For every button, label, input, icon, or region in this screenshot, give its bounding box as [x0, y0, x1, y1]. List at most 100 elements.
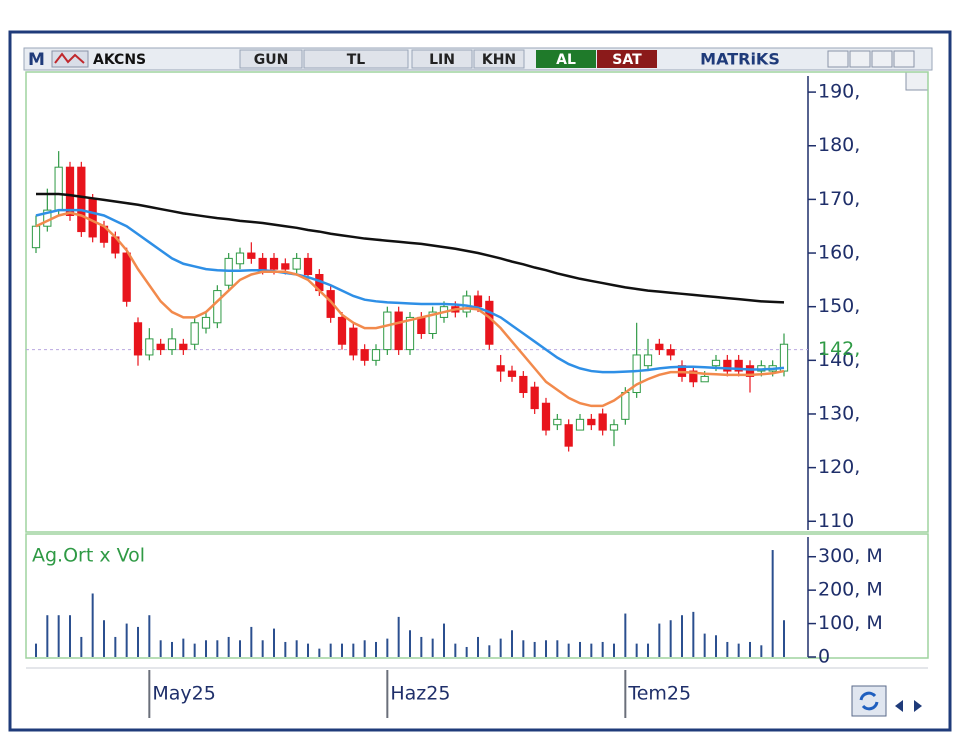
window-button[interactable]: [849, 50, 871, 68]
candle-body: [519, 375, 528, 394]
volume-bar: [318, 648, 321, 657]
window-button[interactable]: [905, 71, 929, 91]
volume-bar: [284, 641, 287, 657]
candle-body: [541, 402, 551, 431]
scroll-right[interactable]: [914, 700, 922, 712]
volume-panel: [25, 533, 929, 659]
volume-bar: [726, 641, 729, 657]
candle-body: [621, 392, 630, 420]
volume-bar: [522, 640, 525, 657]
volume-bar: [567, 643, 570, 657]
candle-body: [655, 343, 664, 351]
candle-body: [711, 359, 721, 367]
button[interactable]: [303, 49, 409, 69]
candle-body: [496, 365, 505, 372]
volume-bar: [239, 640, 241, 657]
candle-body: [632, 354, 641, 394]
volume-bar: [363, 640, 366, 657]
sell-button[interactable]: [597, 50, 657, 68]
refresh-button[interactable]: [851, 685, 887, 717]
volume-bar: [250, 626, 253, 657]
currency[interactable]: TL: [347, 52, 366, 68]
window-button[interactable]: [893, 50, 915, 68]
brand: MATRiKS: [700, 50, 780, 69]
window-button[interactable]: [827, 50, 849, 68]
mode[interactable]: KHN: [482, 52, 516, 68]
volume-bar: [227, 636, 230, 657]
volume-bar: [103, 620, 105, 657]
sell[interactable]: SAT: [612, 52, 642, 68]
volume-bar: [760, 645, 763, 657]
candle-body: [235, 252, 245, 265]
candle-body: [292, 257, 301, 270]
volume-bar: [159, 640, 162, 657]
volume-bar: [171, 641, 173, 657]
y-tick-label: 190,: [818, 81, 860, 103]
y-tick-label: 100, M: [818, 612, 883, 634]
volume-bar: [465, 646, 468, 657]
price-panel: [25, 71, 929, 533]
button[interactable]: [411, 49, 473, 69]
scroll-left[interactable]: [895, 700, 903, 712]
x-tick-label: Tem25: [627, 683, 691, 705]
candle-body: [303, 257, 313, 275]
volume-bar: [556, 640, 559, 657]
volume-bar: [658, 623, 661, 657]
volume-bar: [737, 643, 740, 657]
volume-bar: [57, 615, 60, 657]
candle-body: [609, 424, 619, 431]
volume-bar: [488, 645, 491, 657]
candle-body: [587, 418, 596, 426]
volume-bar: [386, 638, 389, 657]
volume-bar: [613, 643, 615, 657]
volume-bar: [669, 620, 672, 657]
candle-body: [473, 295, 483, 308]
y-tick-label: 300, M: [818, 545, 883, 567]
period[interactable]: GUN: [254, 52, 289, 68]
last-price-label: 142,: [818, 338, 860, 360]
volume-bar: [69, 615, 71, 657]
candle-body: [700, 375, 709, 383]
moving-average: [35, 211, 785, 408]
x-tick-label: Haz25: [390, 683, 450, 705]
moving-average: [36, 192, 785, 304]
candle-body: [167, 338, 177, 351]
candle-body: [723, 359, 732, 372]
button[interactable]: [239, 49, 303, 69]
buy-button[interactable]: [536, 50, 596, 68]
volume-bar: [341, 643, 343, 657]
candle-body: [269, 257, 279, 270]
candle-body: [394, 311, 403, 351]
volume-bar: [635, 643, 638, 657]
volume-bar: [601, 641, 604, 657]
y-tick-label: 150,: [818, 295, 860, 317]
candle-body: [77, 166, 86, 233]
icon-glyph: [54, 52, 85, 64]
volume-bar: [511, 630, 513, 657]
volume-bar: [545, 640, 547, 657]
window-button[interactable]: [871, 50, 893, 68]
volume-bar: [307, 643, 309, 657]
volume-bar: [692, 611, 695, 657]
symbol[interactable]: AKCNS: [93, 52, 146, 68]
frame: [8, 30, 952, 732]
volume-bar: [624, 613, 627, 657]
volume-bar: [579, 641, 581, 657]
scale[interactable]: LIN: [429, 52, 455, 68]
candle-body: [575, 418, 585, 431]
buy[interactable]: AL: [556, 52, 576, 68]
candle-body: [179, 343, 188, 351]
candle-body: [213, 290, 222, 324]
candle-body: [281, 263, 290, 270]
volume-bar: [125, 623, 128, 657]
candle-body: [371, 349, 381, 361]
button[interactable]: [473, 49, 525, 69]
candle-body: [598, 413, 607, 431]
y-tick-label: 130,: [818, 402, 860, 424]
candle-body: [258, 257, 267, 270]
volume-bar: [216, 640, 219, 657]
volume-bar: [443, 623, 445, 657]
y-tick-label: 160,: [818, 242, 860, 264]
candle-body: [65, 166, 75, 216]
